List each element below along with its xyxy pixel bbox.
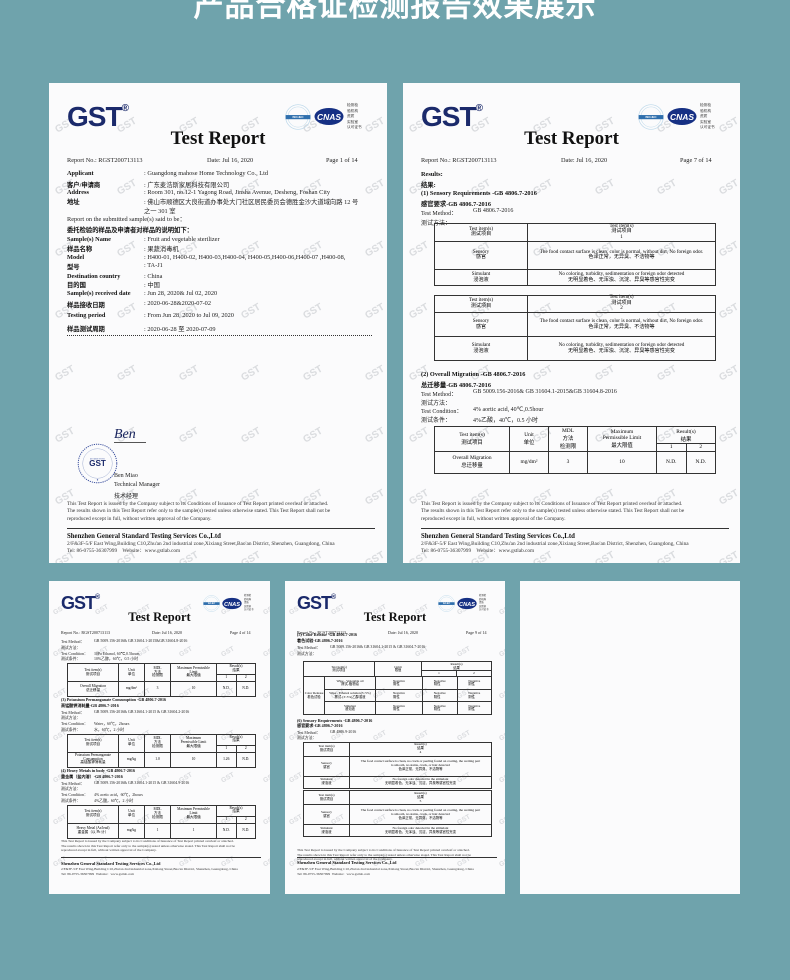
svg-text:CNAS: CNAS xyxy=(317,112,341,122)
svg-text:CNAS: CNAS xyxy=(670,112,694,122)
svg-text:ISO-IEC: ISO-IEC xyxy=(645,115,657,119)
svg-text:CNAS: CNAS xyxy=(459,601,475,607)
svg-text:ISO-IEC: ISO-IEC xyxy=(208,603,216,605)
svg-text:CNAS: CNAS xyxy=(224,601,240,607)
svg-text:ISO-IEC: ISO-IEC xyxy=(443,603,451,605)
svg-text:ISO-IEC: ISO-IEC xyxy=(292,115,304,119)
